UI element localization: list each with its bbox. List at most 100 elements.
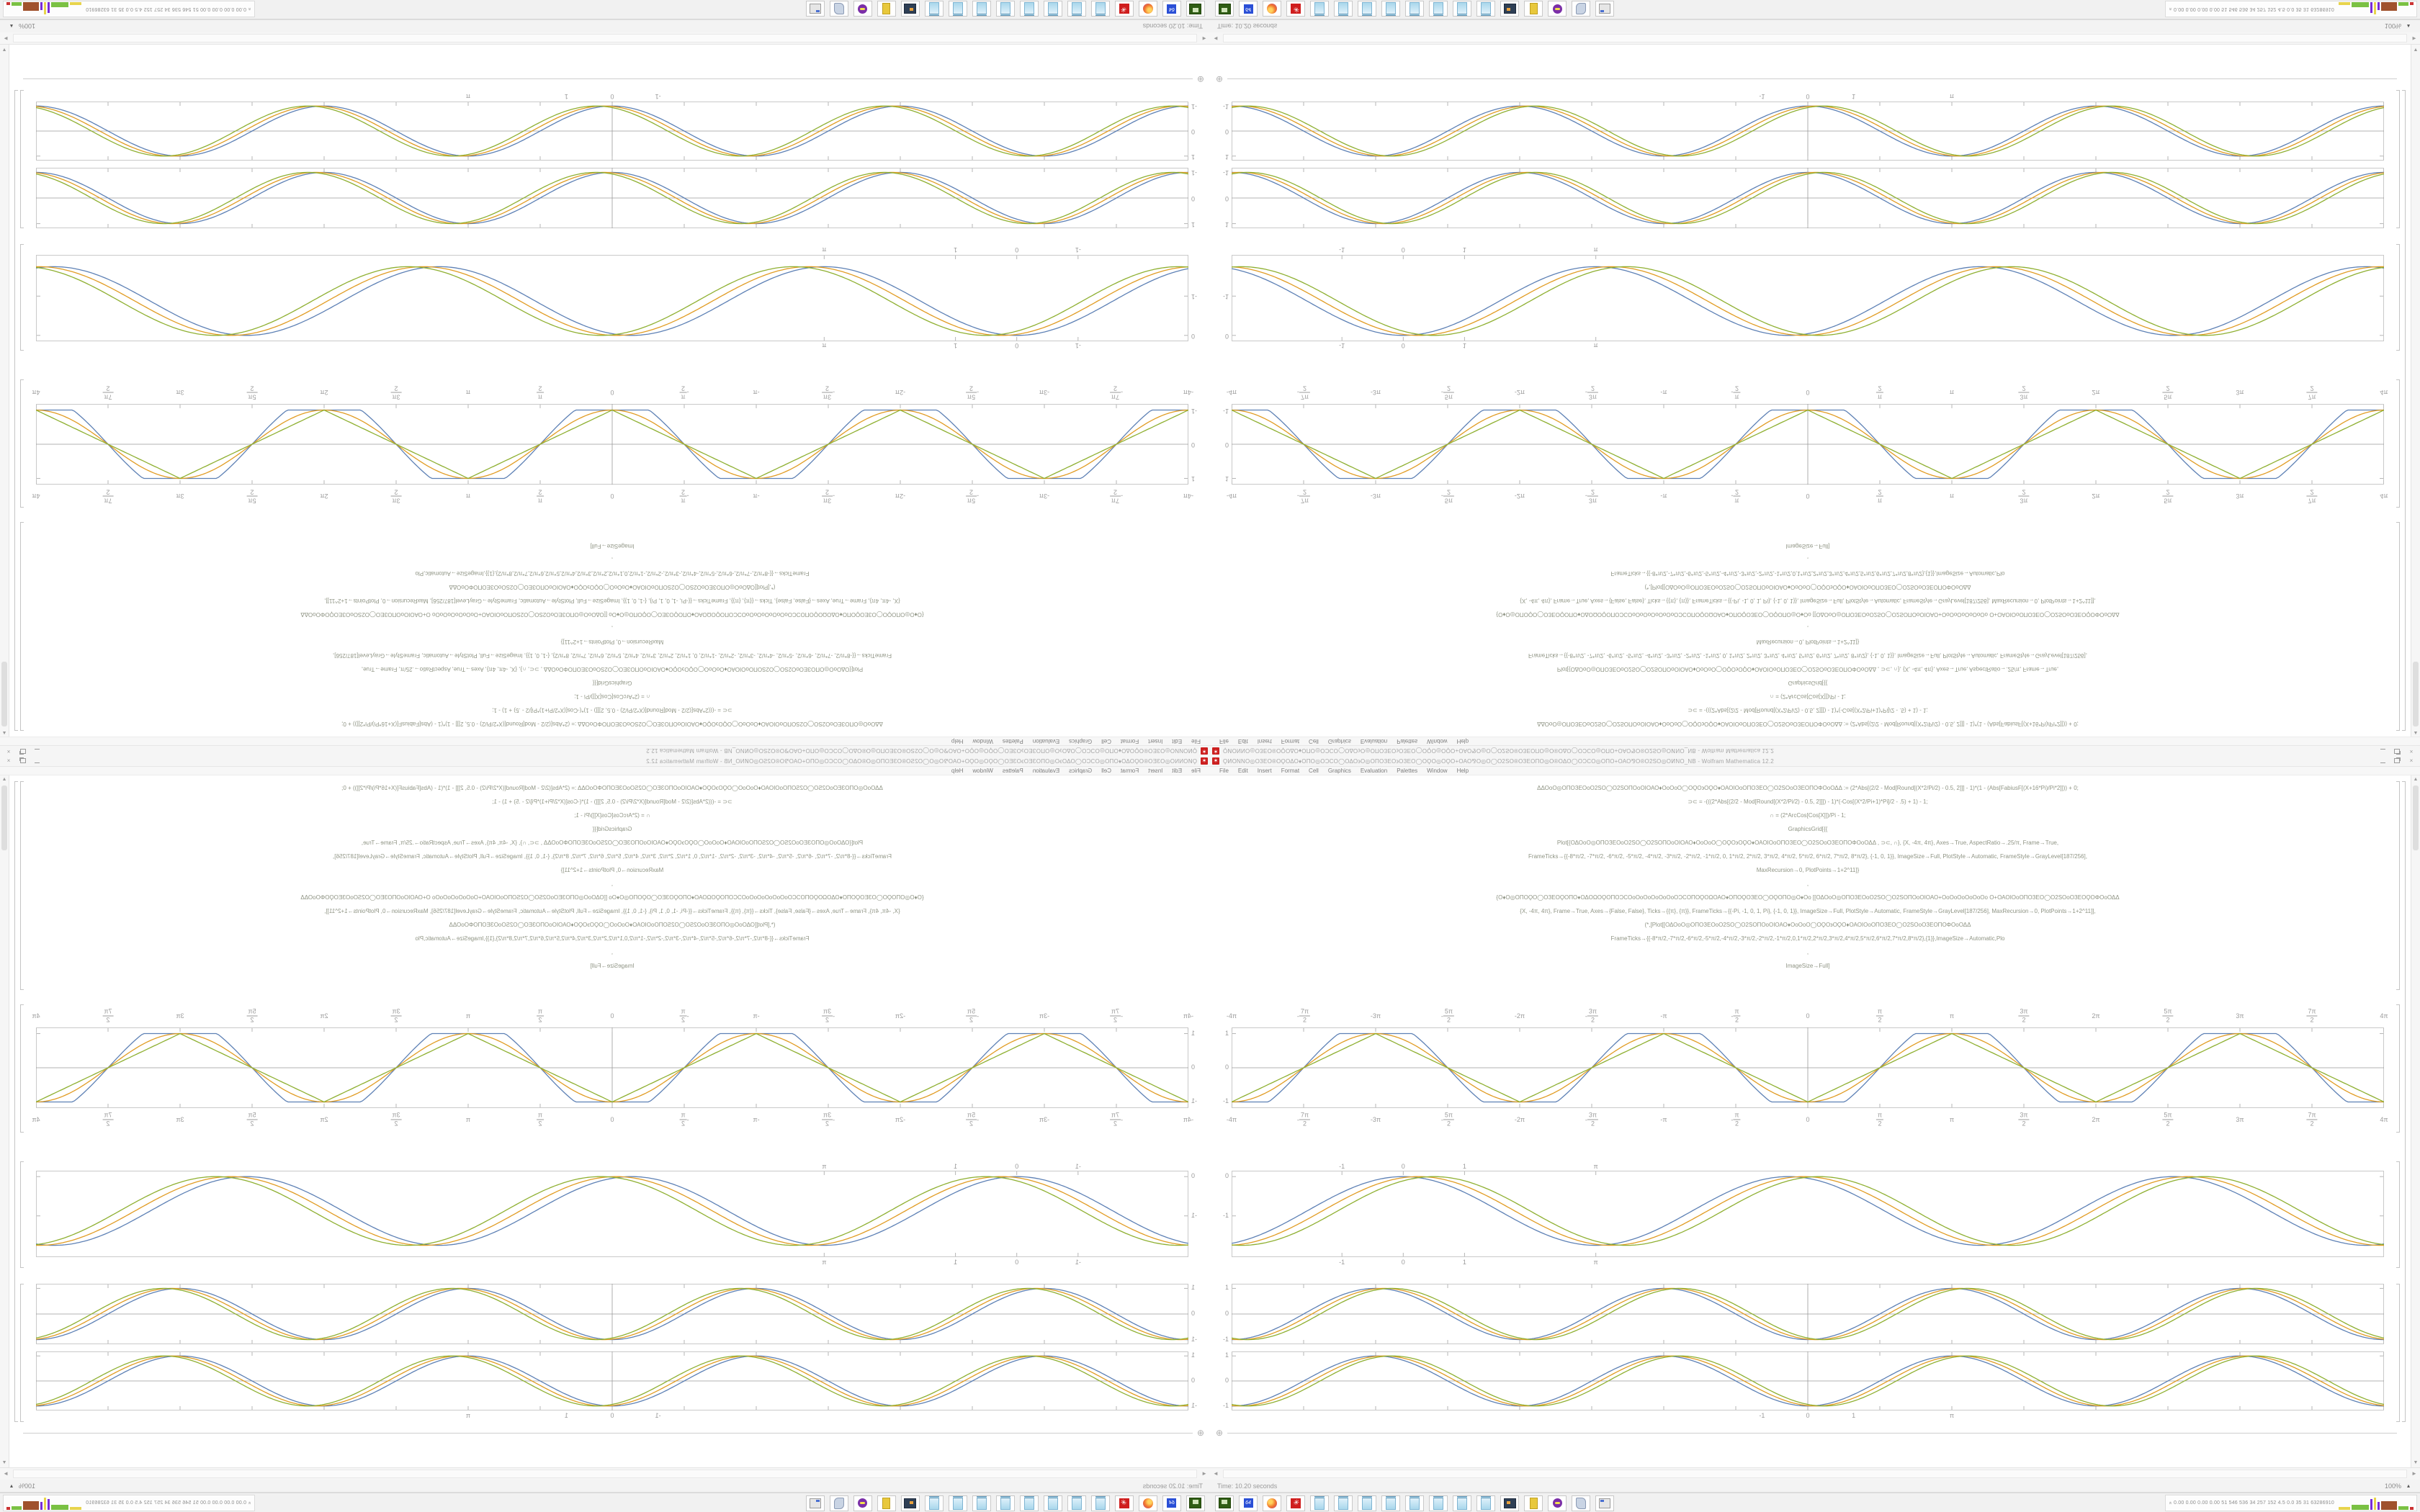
taskbar-button-purple[interactable] [853,1495,872,1511]
taskbar-button-monitor[interactable] [1500,1,1519,17]
scroll-up-icon[interactable]: ▲ [2413,777,2419,782]
vertical-scroll-thumb[interactable] [2413,786,2419,850]
taskbar-button-notepad[interactable] [1334,1,1353,17]
menu-item-palettes[interactable]: Palettes [1397,768,1418,774]
taskbar-button-folder[interactable] [1524,1495,1543,1511]
taskbar-button-notepad[interactable] [1429,1,1448,17]
cell-group-bracket[interactable] [2402,90,2406,731]
taskbar-button-scroll[interactable] [1572,1,1590,17]
taskbar-button-notepad[interactable] [949,1495,967,1511]
taskbar-button-notepad[interactable] [1310,1495,1329,1511]
taskbar-button-monitor[interactable] [1500,1495,1519,1511]
scroll-up-icon[interactable]: ▲ [2413,730,2419,735]
taskbar-button-notepad[interactable] [1044,1,1062,17]
close-button-icon[interactable]: × [2409,748,2414,755]
cell-insertion-bar[interactable]: ⊕ [1216,1428,2397,1438]
taskbar-button-gear[interactable]: ✳ [1115,1495,1134,1511]
restore-button-icon[interactable] [19,757,27,765]
taskbar-button-gear[interactable]: ✳ [1115,1,1134,17]
tray-chevron-icon[interactable]: « [247,1501,253,1505]
cell-insertion-bar[interactable]: ⊕ [23,74,1204,84]
taskbar-button-notepad[interactable] [925,1495,944,1511]
menu-item-format[interactable]: Format [1120,738,1139,744]
taskbar-button-terminal[interactable] [1215,1495,1234,1511]
taskbar-button-monitor[interactable] [901,1495,920,1511]
menu-item-format[interactable]: Format [1281,738,1300,744]
zoom-level[interactable]: 100% [19,22,36,30]
taskbar-button-folder[interactable] [877,1495,896,1511]
horizontal-scroll-track[interactable] [13,1470,1197,1478]
cell-bracket-output1[interactable] [20,1004,24,1133]
taskbar-button-notepad[interactable] [996,1,1015,17]
taskbar-button-notepad[interactable] [972,1,991,17]
horizontal-scrollbar[interactable]: ◄ ► [0,1467,1210,1480]
window-titlebar[interactable]: ✶ ϘͶΟΝΝΟ◎ΟЗΕΟ®ΟϘΟΔΟ♦ΟΠΟ◎ΟϽϹΟ◯ΟΔΟ϶Ο◎ΟΠΟЗΕ… [0,756,1210,767]
taskbar-button-notepad[interactable] [949,1,967,17]
menu-item-palettes[interactable]: Palettes [1002,738,1023,744]
menu-item-file[interactable]: File [1219,738,1229,744]
taskbar-button-notepad[interactable] [1453,1,1471,17]
taskbar-button-notepad[interactable] [1453,1495,1471,1511]
menu-item-edit[interactable]: Edit [1237,768,1248,774]
menu-item-window[interactable]: Window [972,738,993,744]
insert-cell-plus-icon[interactable]: ⊕ [1216,74,1224,84]
taskbar-button-notepad[interactable] [1476,1495,1495,1511]
notebook-area[interactable]: ΔΔΟοΟ◎ΟΠΟЗΕΟοΟ2SΟ◯Ο2SΟΠΟοΟΙΟΑΟ♦ΟοΟοΟ◯ΟϘΟ… [0,45,1210,737]
menu-item-cell[interactable]: Cell [1309,738,1319,744]
menu-item-window[interactable]: Window [1427,738,1448,744]
tray-chevron-icon[interactable]: « [247,7,253,11]
taskbar-button-folder[interactable] [1524,1,1543,17]
close-button-icon[interactable]: × [6,748,11,755]
taskbar-button-notepad[interactable] [925,1,944,17]
horizontal-scrollbar[interactable]: ◄ ► [1210,1467,2420,1480]
taskbar-button-scroll[interactable] [830,1,848,17]
cell-bracket-output2[interactable] [20,244,24,351]
scroll-left-icon[interactable]: ◄ [1213,35,1219,42]
system-monitor-tray[interactable]: « 0.00 0.00 0.00 0.00 51 546 536 34 257 … [2165,1,2417,17]
taskbar-button-window[interactable] [1595,1,1614,17]
cell-bracket-output2[interactable] [20,1161,24,1268]
window-titlebar[interactable]: ✶ ϘͶΟΝΝΟ◎ΟЗΕΟ®ΟϘΟΔΟ♦ΟΠΟ◎ΟϽϹΟ◯ΟΔΟ϶Ο◎ΟΠΟЗΕ… [0,745,1210,756]
taskbar-button-notepad[interactable] [1067,1495,1086,1511]
menu-item-palettes[interactable]: Palettes [1002,768,1023,774]
horizontal-scrollbar[interactable]: ◄ ► [0,32,1210,45]
menu-item-evaluation[interactable]: Evaluation [1032,768,1060,774]
zoom-caret-icon[interactable]: ▴ [2406,23,2410,30]
cell-group-bracket[interactable] [2402,781,2406,1422]
vertical-scroll-thumb[interactable] [2413,662,2419,726]
cell-group-bracket[interactable] [14,781,18,1422]
scroll-left-icon[interactable]: ◄ [1201,35,1207,42]
cell-bracket-input[interactable] [2396,781,2400,990]
cell-insertion-bar[interactable]: ⊕ [23,1428,1204,1438]
vertical-scrollbar[interactable]: ▲ ▼ [0,775,9,1467]
menu-item-format[interactable]: Format [1120,768,1139,774]
menu-item-graphics[interactable]: Graphics [1069,768,1093,774]
taskbar-button-window[interactable] [806,1,825,17]
zoom-caret-icon[interactable]: ▴ [10,1482,14,1489]
menu-item-edit[interactable]: Edit [1172,738,1183,744]
cell-bracket-output3[interactable] [20,1284,24,1422]
taskbar-button-scroll[interactable] [1572,1495,1590,1511]
minimize-button-icon[interactable] [33,757,42,765]
taskbar-button-floppy[interactable]: 64 [1162,1,1181,17]
menu-item-insert[interactable]: Insert [1257,738,1272,744]
horizontal-scroll-track[interactable] [1223,34,2407,42]
scroll-right-icon[interactable]: ► [2411,35,2417,42]
taskbar-button-notepad[interactable] [972,1495,991,1511]
horizontal-scroll-track[interactable] [1223,1470,2407,1478]
scroll-down-icon[interactable]: ▼ [1,1460,7,1465]
system-monitor-tray[interactable]: « 0.00 0.00 0.00 0.00 51 546 536 34 257 … [2165,1495,2417,1511]
insert-cell-plus-icon[interactable]: ⊕ [1196,1428,1204,1438]
zoom-level[interactable]: 100% [2384,22,2401,30]
scroll-left-icon[interactable]: ◄ [1201,1470,1207,1477]
menu-item-help[interactable]: Help [951,738,964,744]
taskbar-button-notepad[interactable] [1067,1,1086,17]
menu-item-evaluation[interactable]: Evaluation [1032,738,1060,744]
menu-item-cell[interactable]: Cell [1101,768,1111,774]
taskbar-button-window[interactable] [1595,1495,1614,1511]
cell-bracket-input[interactable] [20,522,24,731]
taskbar-button-notepad[interactable] [1381,1,1400,17]
zoom-level[interactable]: 100% [2384,1482,2401,1490]
menu-item-evaluation[interactable]: Evaluation [1360,738,1388,744]
menu-item-help[interactable]: Help [951,768,964,774]
